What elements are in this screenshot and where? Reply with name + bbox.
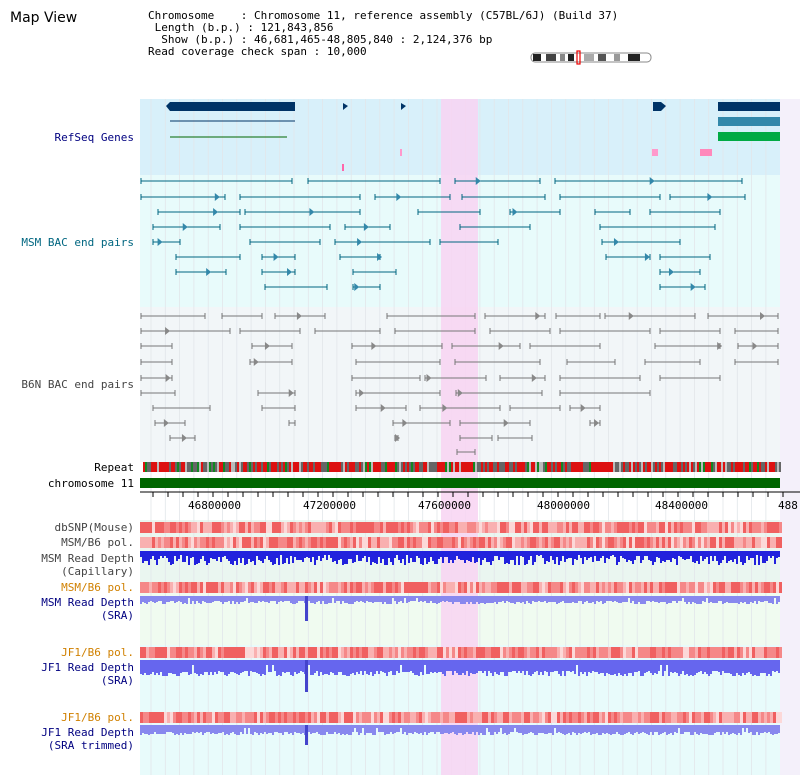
show-key: Show (b.p.)	[161, 33, 235, 46]
track-label-msm-bac[interactable]: MSM BAC end pairs	[21, 236, 134, 249]
axis-tick-label: 46800000	[188, 499, 241, 512]
axis-tick-label: 47200000	[303, 499, 356, 512]
axis-tick-label: 48400000	[655, 499, 708, 512]
position-axis	[140, 491, 800, 497]
track-label-msm-depth-sra[interactable]: MSM Read Depth (SRA)	[41, 596, 134, 622]
track-label-jf1-depth-trimmed[interactable]: JF1 Read Depth (SRA trimmed)	[41, 726, 134, 752]
region-info: Chromosome : Chromosome 11, reference as…	[148, 9, 619, 58]
axis-labels: 46800000 47200000 47600000 48000000 48400000…	[188, 499, 798, 512]
polymorphism-tracks[interactable]	[140, 522, 782, 723]
track-label-refseq[interactable]: RefSeq Genes	[54, 131, 134, 144]
track-label-msm-b6-pol-1[interactable]: MSM/B6 pol.	[61, 536, 134, 549]
span-key: Read coverage check span	[148, 45, 307, 58]
length-value: 121,843,856	[260, 21, 334, 34]
track-label-jf1-depth-sra[interactable]: JF1 Read Depth (SRA)	[41, 661, 134, 687]
read-depth-tracks[interactable]	[140, 551, 780, 745]
show-value: 46,681,465-48,805,840 : 2,124,376 bp	[253, 33, 493, 46]
right-margin-strip	[780, 99, 800, 775]
axis-tick-label: 488	[778, 499, 798, 512]
page-title: Map View	[10, 10, 78, 26]
track-label-repeat: Repeat	[94, 461, 134, 474]
repeat-track[interactable]	[143, 462, 781, 472]
chromosome-ideogram[interactable]	[530, 50, 652, 65]
chromosome-bar[interactable]	[140, 478, 780, 488]
axis-tick-label: 47600000	[418, 499, 471, 512]
track-label-b6n-bac[interactable]: B6N BAC end pairs	[21, 378, 134, 391]
track-label-chromosome: chromosome 11	[47, 477, 134, 490]
ideogram-position-marker	[576, 50, 581, 65]
refseq-gene-track[interactable]	[166, 102, 780, 171]
track-label-jf1-b6-pol-2[interactable]: JF1/B6 pol.	[61, 711, 134, 724]
length-key: Length (b.p.)	[154, 21, 241, 34]
b6n-bac-track[interactable]	[140, 312, 779, 455]
track-label-jf1-b6-pol-1[interactable]: JF1/B6 pol.	[61, 646, 134, 659]
axis-tick-label: 48000000	[537, 499, 590, 512]
msm-bac-track[interactable]	[140, 177, 746, 291]
chromosome-value: Chromosome 11, reference assembly (C57BL…	[253, 9, 619, 22]
span-value: 10,000	[326, 45, 367, 58]
chromosome-key: Chromosome	[148, 9, 215, 22]
track-label-msm-b6-pol-2[interactable]: MSM/B6 pol.	[61, 581, 134, 594]
track-label-msm-depth-capillary[interactable]: MSM Read Depth (Capillary)	[41, 552, 134, 578]
track-label-dbsnp[interactable]: dbSNP(Mouse)	[54, 521, 134, 534]
